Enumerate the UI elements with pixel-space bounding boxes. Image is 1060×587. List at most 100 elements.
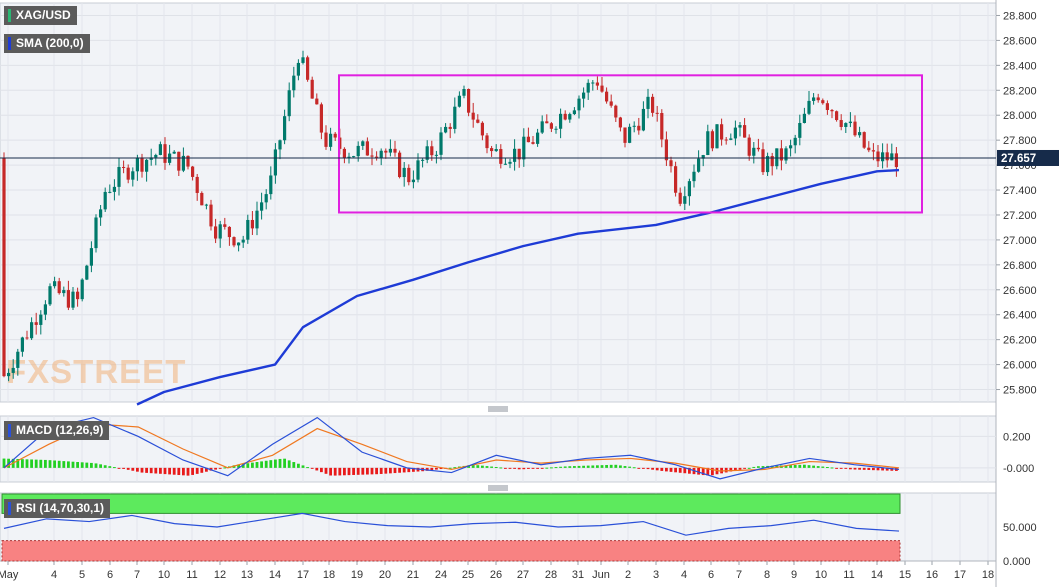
candle-body: [246, 219, 250, 240]
macd-histogram-bar: [16, 459, 20, 468]
macd-histogram-bar: [476, 465, 480, 468]
macd-histogram-bar: [315, 467, 319, 471]
price-axis-area: [996, 0, 1060, 587]
time-axis-label: 21: [407, 569, 419, 581]
time-axis-label: Jun: [592, 569, 610, 581]
candle-body: [365, 141, 369, 156]
candle-body: [112, 186, 116, 192]
candle-body: [839, 120, 843, 127]
rsi-indicator-label[interactable]: RSI (14,70,30,1): [4, 499, 111, 518]
macd-histogram-bar: [573, 466, 576, 468]
fxstreet-watermark: FXSTREET: [6, 353, 186, 390]
candle-body: [218, 224, 222, 239]
time-axis-label: 7: [134, 569, 140, 581]
macd-histogram-bar: [678, 467, 682, 473]
candle-body: [11, 367, 15, 373]
time-axis-label: 26: [490, 569, 502, 581]
candle-body: [494, 149, 498, 152]
macd-histogram-bar: [136, 467, 139, 472]
candle-body: [333, 133, 337, 138]
time-axis-label: 11: [186, 569, 197, 581]
macd-histogram-bar: [816, 466, 820, 468]
candle-body: [577, 98, 581, 111]
time-axis-label: 5: [79, 569, 85, 581]
macd-histogram-bar: [154, 467, 158, 474]
macd-histogram-bar: [453, 467, 457, 469]
macd-histogram-bar: [67, 461, 70, 468]
macd-histogram-bar: [333, 467, 337, 476]
candle-body: [379, 150, 383, 158]
macd-histogram-bar: [131, 467, 135, 471]
macd-histogram-bar: [839, 467, 843, 469]
macd-histogram-bar: [826, 467, 829, 469]
candle-body: [131, 171, 135, 180]
candle-body: [499, 149, 503, 164]
candle-body: [651, 96, 655, 113]
price-axis-label: 26.800: [1003, 260, 1037, 272]
macd-histogram-bar: [191, 467, 194, 475]
candle-body: [48, 286, 52, 305]
candle-body: [388, 148, 392, 153]
candle-body: [605, 91, 609, 102]
candle-body: [135, 157, 139, 172]
macd-indicator-label[interactable]: MACD (12,26,9): [4, 421, 110, 440]
candle-body: [269, 175, 273, 195]
candle-body: [545, 121, 549, 124]
macd-histogram-bar: [577, 465, 581, 468]
candle-body: [669, 160, 673, 167]
macd-histogram-bar: [39, 459, 43, 468]
candle-body: [563, 113, 567, 120]
macd-histogram-bar: [527, 467, 530, 469]
macd-histogram-bar: [48, 460, 52, 468]
candle-body: [798, 122, 802, 138]
macd-histogram-bar: [237, 464, 240, 468]
macd-histogram-bar: [80, 462, 84, 468]
candle-body: [448, 126, 452, 129]
price-axis-label: 28.600: [1003, 35, 1037, 47]
macd-histogram-bar: [370, 467, 374, 475]
macd-histogram-bar: [867, 467, 871, 470]
candle-body: [310, 79, 314, 99]
time-axis-label: May: [0, 569, 19, 581]
macd-histogram-bar: [269, 460, 273, 468]
macd-histogram-bar: [881, 467, 884, 471]
macd-histogram-bar: [21, 459, 24, 468]
macd-histogram-bar: [402, 467, 406, 473]
macd-histogram-bar: [761, 466, 765, 468]
candle-body: [411, 179, 415, 183]
instrument-label-text: XAG/USD: [16, 8, 71, 22]
macd-histogram-bar: [812, 465, 815, 468]
macd-histogram-bar: [117, 467, 121, 469]
instrument-label[interactable]: XAG/USD: [4, 6, 77, 25]
time-axis-label: 16: [926, 569, 938, 581]
macd-histogram-bar: [706, 467, 710, 476]
macd-histogram-bar: [517, 467, 521, 470]
candle-body: [250, 219, 254, 229]
candle-body: [306, 57, 310, 80]
candle-body: [145, 159, 149, 172]
candle-body: [209, 204, 213, 227]
sma-indicator-label[interactable]: SMA (200,0): [4, 34, 90, 53]
time-axis-label: 17: [954, 569, 966, 581]
macd-histogram-bar: [490, 466, 493, 468]
macd-histogram-bar: [504, 467, 507, 469]
candle-body: [39, 314, 43, 325]
macd-histogram-bar: [632, 467, 636, 469]
macd-histogram-bar: [274, 459, 277, 468]
candle-body: [641, 108, 645, 131]
macd-histogram-bar: [113, 467, 116, 469]
candle-body: [476, 119, 480, 123]
macd-histogram-bar: [389, 467, 392, 474]
macd-histogram-bar: [793, 465, 797, 468]
time-axis-label: 19: [351, 569, 363, 581]
candle-body: [503, 163, 507, 165]
candle-body: [660, 113, 664, 140]
candle-body: [301, 57, 305, 63]
time-axis-label: 6: [708, 569, 714, 581]
candle-body: [692, 171, 696, 182]
candle-body: [890, 153, 894, 161]
candle-body: [430, 146, 434, 156]
price-axis-label: 26.600: [1003, 285, 1037, 297]
macd-histogram-bar: [361, 467, 365, 475]
